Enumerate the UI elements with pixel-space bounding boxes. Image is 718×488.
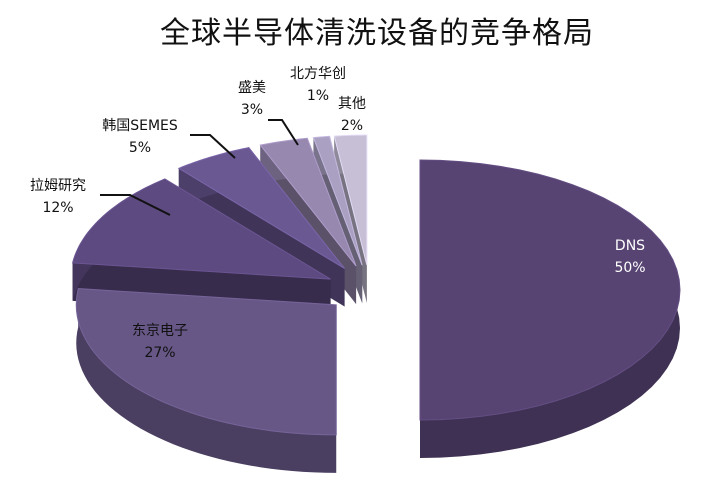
pie-slice-0 [419, 159, 681, 458]
chart-title: 全球半导体清洗设备的竞争格局 [160, 16, 594, 51]
slice-label-name: 东京电子 [132, 323, 188, 339]
slice-top [71, 178, 331, 280]
slice-edge [76, 288, 337, 473]
slice-label-name: 韩国SEMES [102, 118, 178, 134]
slice-label-name: 北方华创 [290, 66, 346, 82]
leader-line [268, 119, 299, 146]
slice-top [312, 135, 363, 266]
pie-slice-1 [75, 288, 337, 473]
slice-top [259, 137, 357, 267]
slice-top [419, 159, 681, 421]
slice-label-value: 2% [341, 118, 363, 134]
slice-label-name: 拉姆研究 [30, 178, 86, 194]
slice-top [177, 147, 345, 269]
leader-line [100, 194, 171, 216]
slice-label-value: 5% [129, 140, 151, 156]
slice-top [333, 134, 368, 266]
slice-label-value: 50% [614, 260, 645, 276]
slice-label-name: 盛美 [238, 80, 266, 96]
slice-label-value: 12% [42, 200, 73, 216]
leader-line [190, 134, 236, 159]
slice-label-name: DNS [615, 238, 645, 254]
slice-label-value: 27% [144, 345, 175, 361]
slice-top [75, 288, 337, 436]
slice-label-value: 3% [241, 102, 263, 118]
slice-label-value: 1% [307, 88, 329, 104]
slice-label-name: 其他 [338, 96, 366, 112]
